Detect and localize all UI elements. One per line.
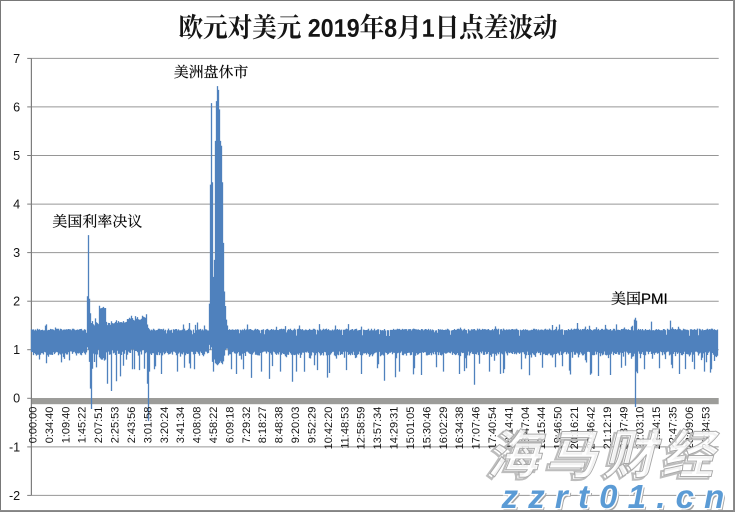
svg-text:2:07:51: 2:07:51 — [93, 407, 105, 444]
svg-text:3:41:34: 3:41:34 — [175, 407, 187, 444]
svg-text:4:08:08: 4:08:08 — [192, 407, 204, 444]
svg-text:15:30:46: 15:30:46 — [421, 407, 433, 450]
svg-text:2:25:53: 2:25:53 — [110, 407, 122, 444]
svg-text:4:58:22: 4:58:22 — [208, 407, 220, 444]
svg-text:1:09:40: 1:09:40 — [60, 407, 72, 444]
svg-text:15:01:05: 15:01:05 — [405, 407, 417, 450]
svg-text:zzrt01.cn: zzrt01.cn — [501, 478, 735, 512]
svg-text:12:58:59: 12:58:59 — [356, 407, 368, 450]
svg-text:17:40:54: 17:40:54 — [487, 407, 499, 450]
svg-text:3:01:58: 3:01:58 — [142, 407, 154, 444]
svg-text:3: 3 — [13, 246, 20, 260]
svg-text:1: 1 — [13, 343, 20, 357]
svg-text:10:42:20: 10:42:20 — [323, 407, 335, 450]
svg-text:0:34:40: 0:34:40 — [44, 407, 56, 444]
svg-text:-1: -1 — [9, 440, 20, 454]
svg-text:0:00:00: 0:00:00 — [28, 407, 40, 444]
svg-text:2: 2 — [13, 295, 20, 309]
svg-text:-2: -2 — [9, 489, 20, 503]
svg-text:16:34:38: 16:34:38 — [454, 407, 466, 450]
svg-text:zzrt01.cn: zzrt01.cn — [503, 480, 735, 512]
svg-text:9:20:03: 9:20:03 — [290, 407, 302, 444]
svg-text:4: 4 — [13, 198, 20, 212]
svg-text:1:45:22: 1:45:22 — [77, 407, 89, 444]
svg-text:7:29:32: 7:29:32 — [241, 407, 253, 444]
svg-text:6:09:18: 6:09:18 — [224, 407, 236, 444]
svg-text:17:07:46: 17:07:46 — [471, 407, 483, 450]
svg-text:8:18:27: 8:18:27 — [257, 407, 269, 444]
svg-text:2:43:56: 2:43:56 — [126, 407, 138, 444]
svg-text:9:52:29: 9:52:29 — [307, 407, 319, 444]
svg-text:11:48:53: 11:48:53 — [339, 407, 351, 449]
svg-text:5: 5 — [13, 149, 20, 163]
svg-text:13:57:34: 13:57:34 — [372, 407, 384, 450]
svg-text:0: 0 — [13, 392, 20, 406]
svg-text:6: 6 — [13, 100, 20, 114]
svg-text:8:48:38: 8:48:38 — [274, 407, 286, 444]
svg-text:7: 7 — [13, 52, 20, 66]
svg-text:20:16:21: 20:16:21 — [569, 407, 581, 450]
svg-text:14:29:31: 14:29:31 — [389, 407, 401, 450]
svg-text:3:20:24: 3:20:24 — [159, 407, 171, 444]
svg-text:16:02:29: 16:02:29 — [438, 407, 450, 450]
svg-text:21:12:19: 21:12:19 — [602, 407, 614, 450]
svg-text:zzrt01.cn: zzrt01.cn — [501, 478, 735, 512]
